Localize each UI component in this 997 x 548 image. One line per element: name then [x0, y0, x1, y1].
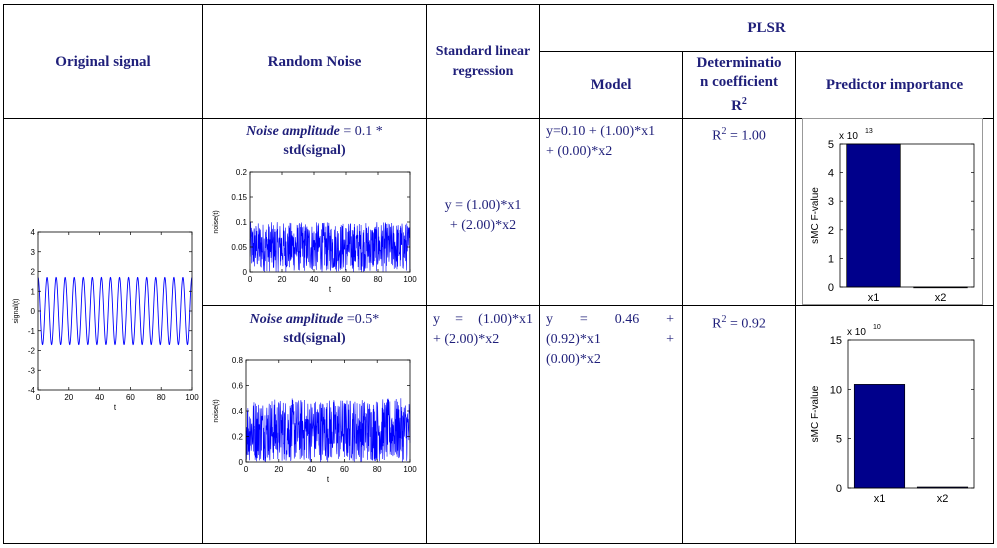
- x-tick-label: 40: [310, 275, 319, 284]
- bar-x1: [853, 384, 906, 489]
- signal-plot: 0 20 40 60 80 100 -4 -3 -2 -1 0 1 2 3 4 t signal(t): [13, 228, 199, 412]
- axes-box: [847, 339, 975, 489]
- y-tick-label: 2: [828, 225, 834, 237]
- header-model: Model: [590, 77, 632, 93]
- y-tick-label: 10: [830, 384, 842, 396]
- y-tick-label: 0.8: [232, 356, 244, 365]
- exponent-base: x 10: [839, 131, 858, 142]
- y-tick-label: 2: [31, 268, 36, 277]
- noise-plot-row2: 0 20 40 60 80 100 0 0.2 0.4 0.6 0.8 t noise(t): [213, 356, 417, 484]
- axes-box: [37, 231, 193, 391]
- series-line: [37, 276, 193, 346]
- determination-line2: n coefficient: [700, 74, 778, 90]
- x-tick-label: 60: [340, 465, 349, 474]
- noise-caption-row2: Noise amplitude =0.5* std(signal): [249, 312, 380, 346]
- y-tick-label: 0: [836, 483, 842, 495]
- y-tick-label: 4: [828, 168, 834, 180]
- y-tick-label: 0.1: [236, 218, 248, 227]
- y-tick-label: 0: [31, 307, 36, 316]
- y-tick-label: 0.2: [236, 168, 248, 177]
- x-tick-label: 20: [274, 465, 283, 474]
- x-tick-label: 100: [403, 465, 417, 474]
- y-tick-label: 0: [243, 268, 248, 277]
- x-tick-label: 100: [185, 393, 199, 402]
- header-random-noise: Random Noise: [267, 53, 362, 70]
- axes-box: [839, 143, 975, 288]
- x-tick-label: 60: [342, 275, 351, 284]
- x-tick-label: 60: [126, 393, 135, 402]
- y-tick-label: 15: [830, 335, 842, 347]
- r2-row2: R2 = 0.92: [712, 314, 766, 332]
- slr-equation-row1: y = (1.00)*x1 + (2.00)*x2: [444, 198, 522, 233]
- noise-caption-row1: Noise amplitude = 0.1 * std(signal): [246, 124, 383, 158]
- x-tick-label: 20: [64, 393, 73, 402]
- x-axis-label: t: [327, 475, 330, 484]
- predictor-importance-chart-row2: x1 x2 0 5 10 15 x 10 10 sMC F-value: [810, 324, 975, 505]
- y-axis-label: sMC F-value: [810, 187, 821, 244]
- x-tick-label: 0: [244, 465, 249, 474]
- x-tick-label: 80: [157, 393, 166, 402]
- y-tick-label: 4: [31, 228, 36, 237]
- model-equation-row2: y = 0.46 + (0.92)*x1 + (0.00)*x2: [546, 312, 674, 367]
- header-standard-linear-regression: Standard linear regression: [435, 43, 531, 79]
- x-tick-label: 40: [307, 465, 316, 474]
- series-line: [245, 398, 411, 463]
- y-tick-label: 1: [828, 253, 834, 265]
- x-tick-label: 80: [373, 465, 382, 474]
- exponent-power: 13: [865, 128, 873, 135]
- y-tick-label: 0.05: [231, 243, 247, 252]
- header-determination-coefficient: Determinatio n coefficient R2: [683, 52, 795, 118]
- determination-r2: R2: [731, 96, 747, 114]
- r2-row1: R2 = 1.00: [712, 126, 766, 144]
- x-tick-label: x2: [937, 493, 949, 505]
- predictor-importance-chart-row1: x1 x2 0 1 2 3 4 5 x 10 13 sMC F-value: [802, 118, 983, 305]
- x-tick-label: 20: [278, 275, 287, 284]
- y-tick-label: 0: [239, 458, 244, 467]
- y-tick-label: -1: [28, 327, 36, 336]
- y-tick-label: 1: [31, 287, 36, 296]
- y-axis-label: sMC F-value: [810, 385, 821, 442]
- x-tick-label: 100: [403, 275, 417, 284]
- y-tick-label: 0.15: [231, 193, 247, 202]
- model-equation-row1: y=0.10 + (1.00)*x1 + (0.00)*x2: [546, 124, 656, 159]
- header-predictor-importance: Predictor importance: [825, 77, 964, 93]
- y-tick-label: 0.2: [232, 433, 244, 442]
- x-tick-label: x1: [874, 493, 886, 505]
- y-tick-label: 0: [828, 282, 834, 294]
- y-tick-label: 5: [836, 434, 842, 446]
- x-tick-label: 0: [248, 275, 253, 284]
- y-axis-label: signal(t): [13, 299, 20, 324]
- x-axis-label: t: [114, 403, 117, 412]
- y-tick-label: 3: [828, 196, 834, 208]
- x-tick-label: 0: [36, 393, 41, 402]
- y-axis-label: noise(t): [213, 210, 220, 233]
- y-tick-label: -3: [28, 366, 36, 375]
- x-tick-label: 80: [374, 275, 383, 284]
- series-line: [249, 222, 411, 273]
- y-tick-label: -4: [28, 386, 36, 395]
- slr-equation-row2: y = (1.00)*x1 + (2.00)*x2: [433, 312, 533, 347]
- y-tick-label: -2: [28, 347, 36, 356]
- exponent-base: x 10: [847, 327, 866, 338]
- bar-x1: [846, 143, 901, 288]
- y-tick-label: 5: [828, 139, 834, 151]
- header-plsr: PLSR: [747, 20, 786, 36]
- y-tick-label: 0.6: [232, 382, 244, 391]
- header-original-signal: Original signal: [55, 53, 151, 70]
- x-tick-label: 40: [95, 393, 104, 402]
- x-tick-label: x2: [935, 292, 947, 304]
- noise-plot-row1: 0 20 40 60 80 100 0 0.05 0.1 0.15 0.2 t noise(t): [213, 168, 417, 294]
- determination-line1: Determinatio: [696, 55, 782, 71]
- y-tick-label: 0.4: [232, 407, 244, 416]
- exponent-power: 10: [873, 324, 881, 331]
- y-axis-label: noise(t): [213, 399, 220, 422]
- x-axis-label: t: [329, 285, 332, 294]
- x-tick-label: x1: [868, 292, 880, 304]
- y-tick-label: 3: [31, 248, 36, 257]
